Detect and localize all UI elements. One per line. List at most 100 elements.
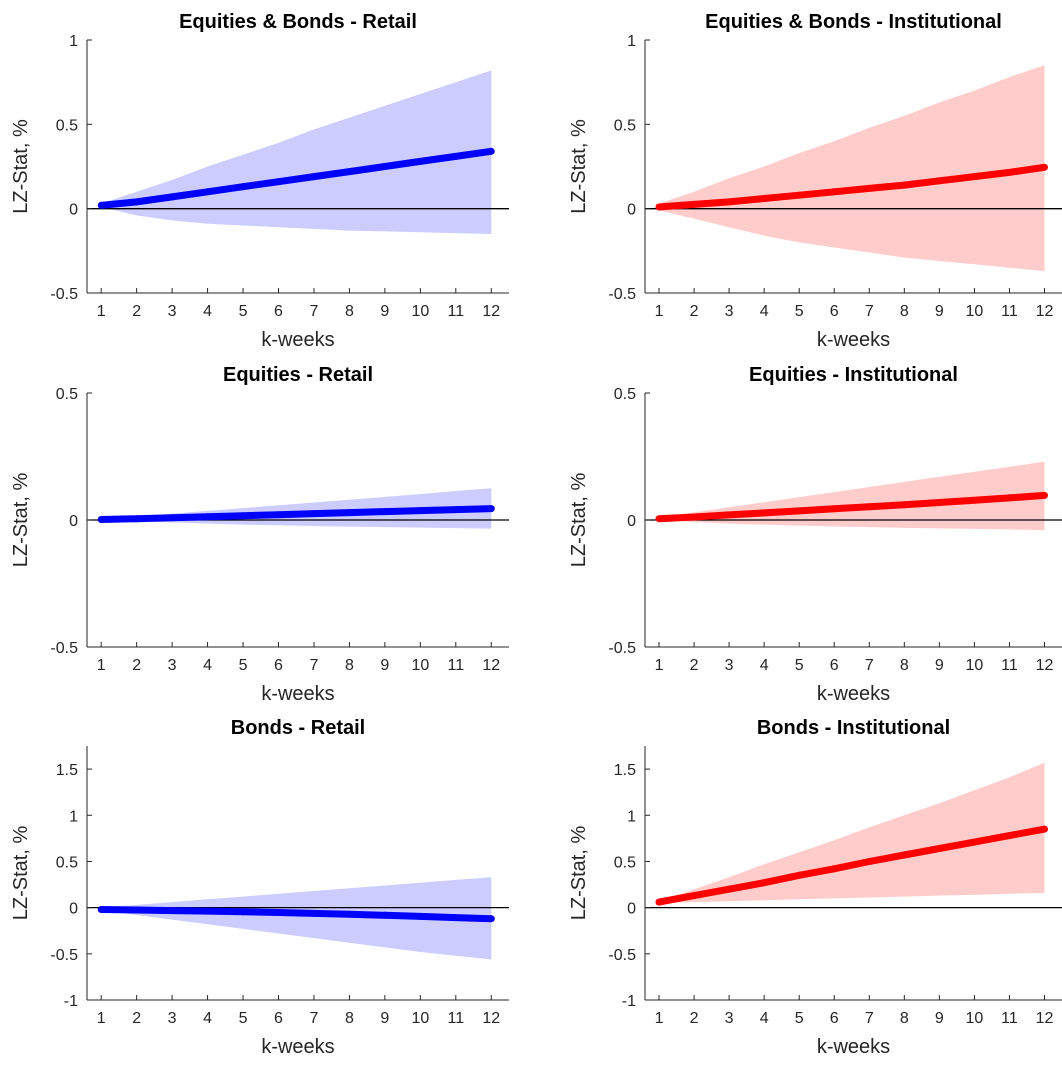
y-tick-label: 0.5	[614, 854, 636, 871]
x-tick-label: 7	[310, 657, 319, 674]
x-tick-label: 5	[239, 1010, 248, 1027]
data-point	[204, 188, 212, 196]
data-point	[795, 871, 803, 879]
x-tick-label: 10	[965, 303, 983, 320]
data-point	[310, 510, 318, 518]
data-point	[865, 858, 873, 865]
chart-title: Equities & Bonds - Retail	[179, 11, 417, 33]
x-tick-label: 2	[690, 657, 699, 674]
x-axis-label: k-weeks	[261, 329, 334, 351]
x-tick-label: 3	[168, 303, 177, 320]
data-point	[345, 168, 353, 176]
x-axis-label: k-weeks	[817, 329, 890, 351]
x-tick-label: 12	[482, 303, 500, 320]
x-axis-label: k-weeks	[261, 683, 334, 705]
x-tick-label: 4	[760, 1010, 769, 1027]
x-tick-label: 11	[448, 303, 465, 320]
data-point	[310, 909, 318, 917]
x-tick-label: 5	[795, 657, 804, 674]
data-point	[133, 515, 141, 523]
x-tick-label: 7	[865, 657, 874, 674]
data-point	[970, 496, 978, 504]
x-tick-label: 2	[132, 657, 141, 674]
y-axis-label: LZ-Stat, %	[10, 473, 32, 568]
x-tick-label: 9	[935, 657, 944, 674]
x-tick-label: 8	[345, 657, 354, 674]
data-point	[1005, 832, 1013, 840]
y-tick-label: 0.5	[56, 854, 78, 871]
x-tick-label: 4	[203, 1010, 212, 1027]
x-tick-label: 3	[725, 303, 734, 320]
series-line	[101, 505, 492, 523]
x-tick-label: 10	[965, 657, 983, 674]
data-point	[690, 513, 698, 521]
x-tick-label: 10	[965, 1010, 983, 1027]
data-point	[97, 906, 105, 913]
data-point	[725, 885, 733, 893]
data-point	[795, 507, 803, 515]
x-tick-label: 12	[482, 1010, 500, 1027]
x-tick-label: 10	[411, 657, 429, 674]
data-point	[900, 181, 908, 189]
x-tick-label: 2	[132, 303, 141, 320]
data-point	[795, 191, 803, 199]
data-point	[452, 152, 460, 160]
data-point	[381, 163, 389, 170]
data-point	[935, 177, 943, 185]
x-tick-label: 4	[203, 303, 212, 320]
data-point	[133, 198, 141, 206]
data-point	[204, 907, 212, 915]
x-tick-label: 5	[239, 303, 248, 320]
data-point	[168, 514, 176, 522]
data-point	[1005, 168, 1013, 176]
data-point	[760, 195, 768, 202]
y-tick-label: 0.5	[614, 386, 636, 403]
y-tick-label: 1	[627, 33, 636, 50]
chart-title: Bonds - Institutional	[757, 717, 950, 739]
data-point	[168, 193, 176, 201]
data-point	[1005, 494, 1013, 502]
data-point	[239, 512, 247, 520]
data-point	[345, 509, 353, 517]
confidence-band	[659, 762, 1045, 903]
x-tick-label: 12	[482, 657, 500, 674]
data-point	[416, 157, 424, 165]
y-tick-label: 0.5	[56, 117, 78, 134]
data-point	[970, 173, 978, 181]
data-point	[345, 910, 353, 918]
y-tick-label: -0.5	[50, 286, 78, 303]
x-tick-label: 5	[795, 303, 804, 320]
x-tick-label: 1	[97, 657, 106, 674]
x-tick-label: 6	[830, 303, 839, 320]
y-tick-label: 0	[69, 901, 78, 918]
series-line	[100, 147, 492, 209]
x-tick-label: 7	[310, 1010, 319, 1027]
y-tick-label: -0.5	[50, 640, 78, 657]
data-point	[133, 906, 141, 914]
y-tick-label: 0.5	[614, 117, 636, 134]
data-point	[655, 515, 663, 523]
y-tick-label: 0	[627, 202, 636, 219]
data-point	[970, 838, 978, 846]
x-tick-label: 1	[655, 657, 664, 674]
x-tick-label: 9	[935, 303, 944, 320]
x-axis-label: k-weeks	[817, 683, 890, 705]
x-tick-label: 4	[203, 657, 212, 674]
data-point	[487, 915, 495, 923]
data-point	[655, 898, 663, 906]
x-tick-label: 9	[380, 1010, 389, 1027]
x-tick-label: 6	[274, 657, 283, 674]
x-tick-label: 6	[274, 1010, 283, 1027]
data-point	[452, 506, 460, 514]
x-tick-label: 12	[1036, 1010, 1054, 1027]
x-tick-label: 11	[1001, 303, 1018, 320]
y-axis-label: LZ-Stat, %	[568, 119, 590, 214]
x-tick-label: 7	[865, 303, 874, 320]
x-tick-label: 3	[725, 657, 734, 674]
y-tick-label: 1	[69, 808, 78, 825]
data-point	[204, 513, 212, 521]
confidence-band	[101, 70, 492, 235]
x-tick-label: 8	[900, 1010, 909, 1027]
confidence-band	[659, 65, 1045, 272]
